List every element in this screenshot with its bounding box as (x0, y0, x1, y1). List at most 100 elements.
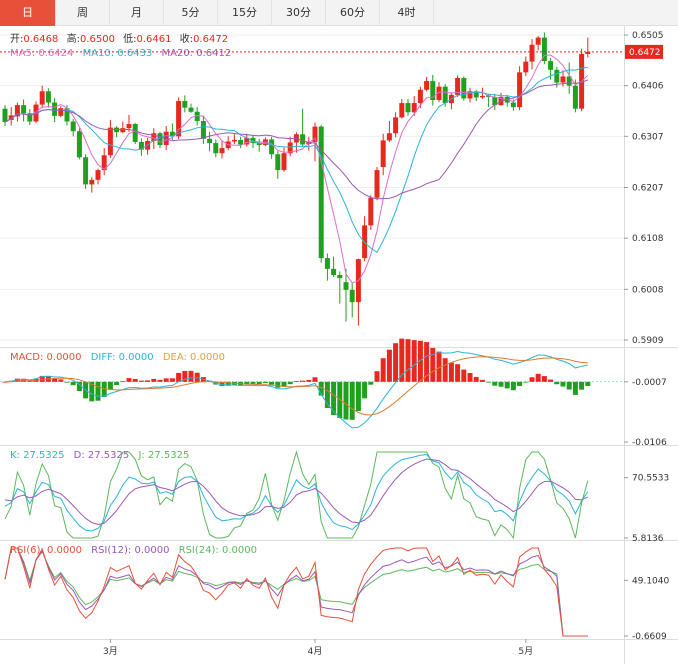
ma10-line (4, 66, 588, 254)
macd-bar (300, 380, 306, 382)
candle-body (393, 117, 399, 134)
candle-body (151, 133, 157, 141)
candle-body (517, 72, 523, 108)
main-y-tick-label: 0.6008 (632, 285, 664, 295)
stock-chart[interactable]: 开:0.6468 高:0.6500 低:0.6461 收:0.6472 MA5:… (0, 26, 678, 664)
macd-bar (498, 381, 504, 387)
ohlc-legend: 开:0.6468 高:0.6500 低:0.6461 收:0.6472 (10, 32, 228, 45)
macd-bar (331, 381, 337, 416)
macd-y-tick-label: -0.0007 (632, 378, 667, 388)
macd-bar (52, 378, 58, 382)
macd-bar (517, 381, 523, 387)
macd-bar (269, 381, 275, 385)
candle-body (169, 131, 175, 137)
candle-body (8, 115, 14, 120)
macd-bar (430, 347, 436, 382)
rsi-y-tick-label: -0.6609 (632, 632, 667, 642)
macd-panel (0, 338, 624, 429)
macd-bar (368, 381, 374, 385)
macd-bar (219, 381, 225, 387)
macd-bar (349, 381, 355, 420)
macd-bar (448, 362, 454, 382)
rsi-legend: RSI(6): 0.0000 RSI(12): 0.0000 RSI(24): … (10, 545, 257, 556)
macd-bar (132, 378, 138, 382)
tab-month[interactable]: 月 (110, 0, 164, 26)
tab-5min[interactable]: 5分 (164, 0, 218, 26)
macd-bar (461, 369, 467, 382)
macd-bar (256, 381, 262, 385)
candle-body (14, 105, 20, 117)
candle-body (510, 102, 516, 108)
candle-body (492, 96, 498, 106)
macd-bar (306, 379, 312, 382)
macd-bar (492, 381, 498, 386)
macd-bar (188, 370, 194, 382)
candle-body (83, 157, 89, 185)
macd-bar (2, 381, 8, 383)
tab-15min[interactable]: 15分 (218, 0, 272, 26)
macd-bar (157, 379, 163, 382)
main-price-panel: 0.6472 (0, 32, 663, 326)
macd-bar (76, 381, 82, 392)
macd-bar (225, 381, 231, 386)
macd-bar (64, 381, 70, 383)
candle-body (300, 134, 306, 145)
candle-body (213, 142, 219, 154)
tab-week[interactable]: 周 (56, 0, 110, 26)
macd-bar (405, 339, 411, 382)
macd-bar (318, 381, 324, 396)
candle-body (95, 170, 101, 180)
macd-bar (101, 381, 107, 397)
candle-body (287, 142, 293, 154)
tab-4hour[interactable]: 4时 (380, 0, 434, 26)
candle-body (138, 141, 144, 150)
main-y-tick-label: 0.6307 (632, 132, 664, 142)
candle-body (380, 140, 386, 168)
macd-bar (529, 377, 535, 382)
tab-30min[interactable]: 30分 (272, 0, 326, 26)
macd-bar (393, 343, 399, 382)
macd-bar (504, 381, 510, 389)
ma20-line (4, 79, 588, 200)
macd-bar (548, 379, 554, 382)
candle-body (386, 133, 392, 141)
macd-bar (287, 381, 293, 385)
macd-bar (39, 375, 45, 382)
candle-body (231, 139, 237, 142)
macd-bar (58, 379, 64, 382)
tab-60min[interactable]: 60分 (326, 0, 380, 26)
panel-frames (0, 26, 678, 664)
macd-bar (281, 381, 287, 387)
candle-body (120, 128, 126, 133)
candle-body (318, 126, 324, 259)
candle-body (163, 131, 169, 146)
macd-bar (163, 378, 169, 382)
kdj-y-tick-label: 70.5533 (632, 474, 669, 484)
dea-line (4, 356, 588, 416)
macd-bar (107, 381, 113, 390)
candle-body (200, 120, 206, 139)
macd-y-tick-label: -0.0106 (632, 438, 667, 448)
candle-body (281, 153, 287, 171)
main-y-tick-label: 0.6207 (632, 184, 664, 194)
candle-body (411, 103, 417, 113)
candle-body (107, 127, 113, 156)
last-price-tag (625, 44, 663, 59)
macd-bar (566, 381, 572, 390)
candle-body (27, 113, 33, 122)
candle-body (529, 44, 535, 62)
tab-day[interactable]: 日 (0, 0, 56, 26)
macd-bar (95, 381, 101, 401)
candle-body (126, 124, 132, 129)
macd-bar (14, 378, 20, 382)
candle-body (405, 103, 411, 113)
candle-body (560, 76, 566, 83)
x-tick-label: 5月 (518, 646, 533, 657)
candle-body (2, 108, 8, 122)
candle-body (523, 61, 529, 73)
candle-body (244, 137, 250, 145)
macd-bar (324, 381, 330, 408)
candle-body (70, 121, 76, 132)
macd-bar (541, 376, 547, 382)
candle-body (548, 61, 554, 70)
